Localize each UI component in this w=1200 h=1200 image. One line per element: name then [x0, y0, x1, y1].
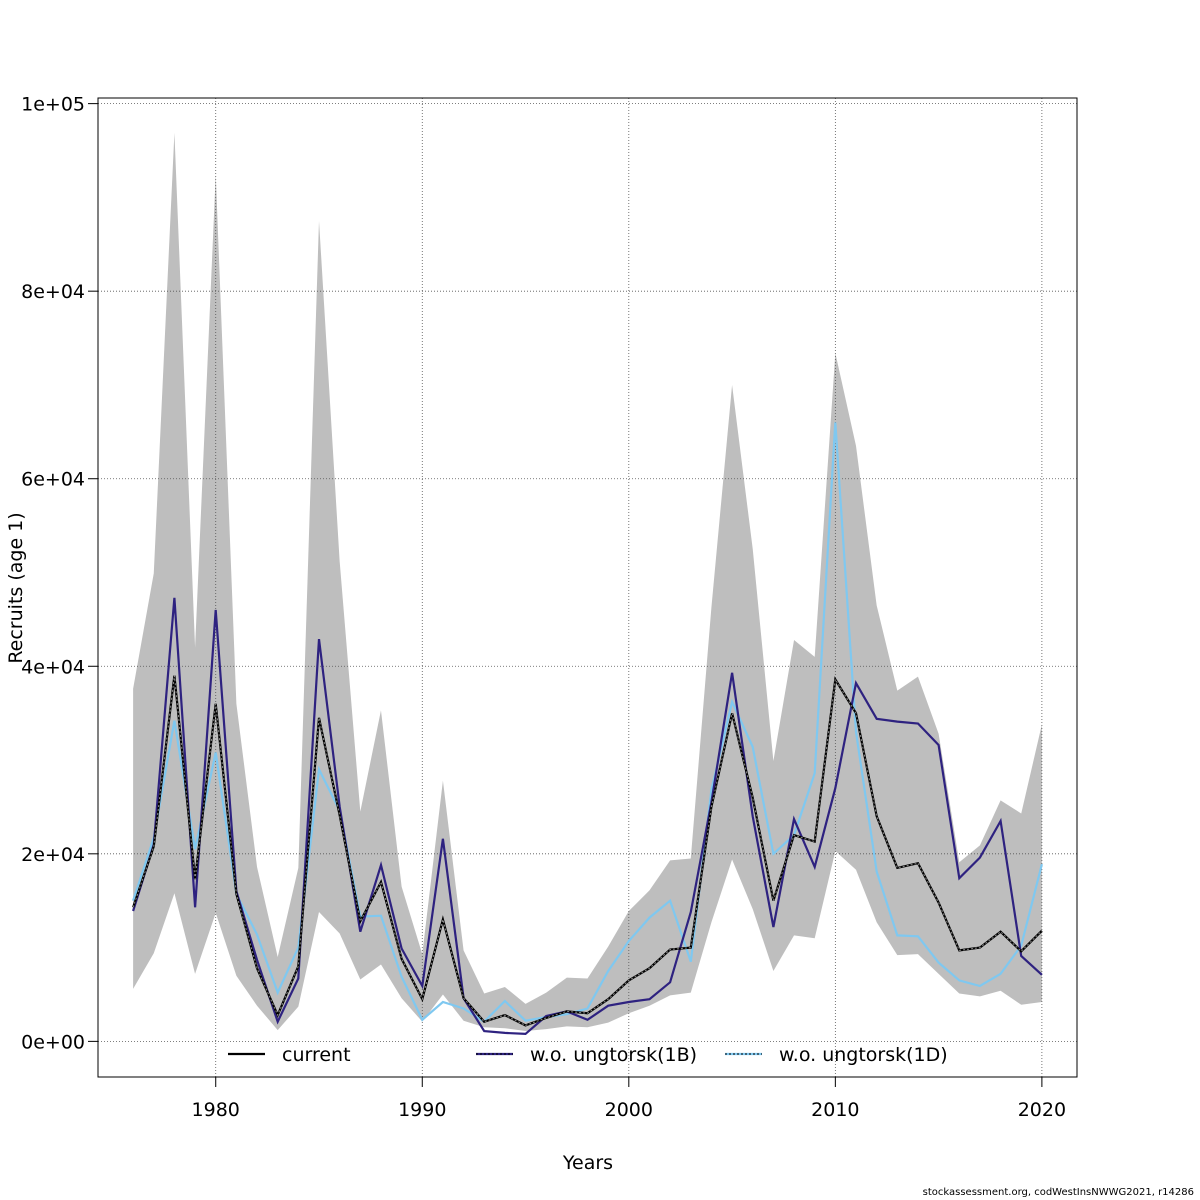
confidence-band — [133, 132, 1042, 1032]
y-tick-label: 2e+04 — [21, 844, 85, 866]
y-tick-label: 1e+05 — [21, 94, 85, 116]
x-tick-label: 1980 — [192, 1099, 240, 1121]
series-line-w-o-ungtorsk-1b- — [132, 597, 1043, 1036]
grid-lines — [98, 98, 1077, 1077]
x-tick-label: 2000 — [605, 1099, 653, 1121]
y-tick-label: 0e+00 — [21, 1031, 85, 1053]
x-tick-label: 2020 — [1018, 1099, 1066, 1121]
y-axis-label: Recruits (age 1) — [5, 512, 27, 663]
legend: current w.o. ungtorsk(1B) w.o. ungtorsk(1D… — [228, 1044, 948, 1066]
x-axis-label: Years — [562, 1152, 613, 1174]
legend-w-o-ungtorsk-1b--label: w.o. ungtorsk(1B) — [530, 1044, 697, 1066]
x-tick-label: 2010 — [811, 1099, 859, 1121]
y-tick-label: 6e+04 — [21, 469, 85, 491]
series-lines — [132, 422, 1043, 1036]
series-line-current-dots — [132, 675, 1043, 1026]
y-tick-label: 4e+04 — [21, 656, 85, 678]
axes: 1980 1990 2000 2010 2020 0e+00 2e+04 4e+04 6e+04… — [21, 94, 1066, 1121]
y-tick-label: 8e+04 — [21, 281, 85, 303]
confidence-band-layer — [133, 132, 1042, 1032]
series-line-w-o-ungtorsk-1d- — [132, 422, 1043, 1024]
legend-current-label: current — [282, 1044, 351, 1066]
x-tick-label: 1990 — [398, 1099, 446, 1121]
legend-w-o-ungtorsk-1d--label: w.o. ungtorsk(1D) — [779, 1044, 948, 1066]
footer-credit: stockassessment.org, codWestInsNWWG2021,… — [922, 1187, 1194, 1198]
